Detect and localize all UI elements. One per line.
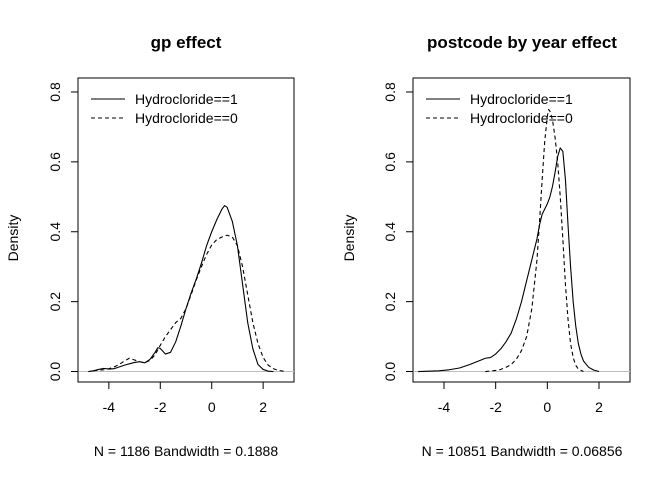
y-tick-label: 0.8	[47, 82, 63, 102]
postcode-by-year-effect-panel: postcode by year effect -4 -2 0 2 0.0 0.2 0.4 0.…	[341, 33, 631, 459]
series-line-hydrocloride-0	[485, 108, 584, 373]
y-axis-label: Density	[341, 215, 357, 262]
x-tick-label: 2	[595, 399, 603, 415]
legend-label: Hydrocloride==1	[470, 91, 573, 107]
chart-title: gp effect	[151, 33, 222, 52]
legend-label: Hydrocloride==0	[470, 110, 573, 126]
series-line-hydrocloride-0	[93, 234, 284, 372]
chart-title: postcode by year effect	[427, 33, 617, 52]
x-tick-label: 2	[259, 399, 267, 415]
y-tick-label: 0.0	[47, 362, 63, 382]
x-tick-label: -2	[489, 399, 502, 415]
x-tick-label: -4	[438, 399, 451, 415]
y-tick-label: 0.8	[382, 82, 398, 102]
x-tick-label: -2	[154, 399, 167, 415]
legend-label: Hydrocloride==0	[135, 110, 238, 126]
x-tick-label: 0	[208, 399, 216, 415]
x-tick-label: -4	[103, 399, 116, 415]
y-tick-label: 0.4	[47, 222, 63, 242]
gp-effect-panel: gp effect -4 -2 0 2 0.0 0.2 0.4 0.6 0.8 N = 1186 B…	[5, 33, 295, 459]
y-tick-label: 0.6	[47, 152, 63, 172]
x-axis-label: N = 10851 Bandwidth = 0.06856	[422, 443, 623, 459]
y-tick-label: 0.0	[382, 362, 398, 382]
series-line-hydrocloride-1	[88, 204, 274, 373]
legend-label: Hydrocloride==1	[135, 91, 238, 107]
x-tick-label: 0	[543, 399, 551, 415]
y-tick-label: 0.2	[382, 292, 398, 312]
y-axis-label: Density	[5, 215, 21, 262]
y-tick-label: 0.2	[47, 292, 63, 312]
x-axis-label: N = 1186 Bandwidth = 0.1888	[94, 443, 278, 459]
series-line-hydrocloride-1	[418, 147, 600, 373]
y-tick-label: 0.4	[382, 222, 398, 242]
y-tick-label: 0.6	[382, 152, 398, 172]
